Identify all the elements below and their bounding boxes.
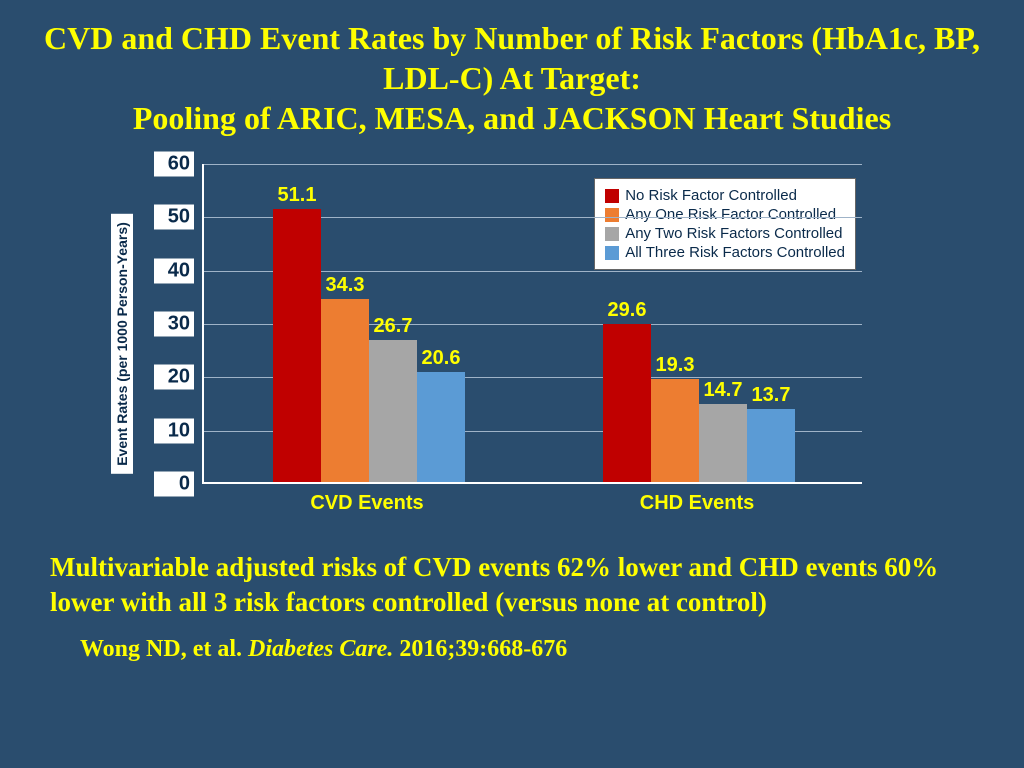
y-axis-label: Event Rates (per 1000 Person-Years): [111, 214, 133, 474]
legend-label: Any One Risk Factor Controlled: [625, 206, 836, 223]
bar-value-label: 26.7: [374, 315, 413, 338]
bar-value-label: 34.3: [326, 274, 365, 297]
bar: 26.7: [369, 340, 417, 482]
legend-swatch: [605, 208, 619, 222]
bar-value-label: 20.6: [422, 347, 461, 370]
title-line-1: CVD and CHD Event Rates by Number of Ris…: [44, 20, 980, 96]
citation-ref: 2016;39:668-676: [399, 636, 567, 662]
bar-value-label: 51.1: [278, 184, 317, 207]
citation-author: Wong ND, et al.: [80, 636, 248, 662]
summary-text: Multivariable adjusted risks of CVD even…: [0, 534, 1024, 620]
gridline: [204, 164, 862, 165]
legend-label: All Three Risk Factors Controlled: [625, 244, 845, 261]
bar-value-label: 29.6: [608, 299, 647, 322]
bar-value-label: 14.7: [704, 379, 743, 402]
legend-item: Any Two Risk Factors Controlled: [605, 225, 845, 242]
bar-value-label: 19.3: [656, 354, 695, 377]
legend-swatch: [605, 189, 619, 203]
citation: Wong ND, et al. Diabetes Care. 2016;39:6…: [0, 620, 1024, 663]
legend-swatch: [605, 246, 619, 260]
slide-title: CVD and CHD Event Rates by Number of Ris…: [0, 0, 1024, 146]
category-label: CVD Events: [257, 492, 477, 515]
y-tick: 60: [154, 152, 194, 177]
legend-label: No Risk Factor Controlled: [625, 187, 797, 204]
y-tick: 0: [154, 472, 194, 497]
legend-swatch: [605, 227, 619, 241]
citation-journal: Diabetes Care.: [248, 636, 399, 662]
legend-item: All Three Risk Factors Controlled: [605, 244, 845, 261]
plot-area: No Risk Factor Controlled Any One Risk Fa…: [202, 164, 862, 484]
legend-item: Any One Risk Factor Controlled: [605, 206, 845, 223]
bar: 20.6: [417, 372, 465, 482]
y-tick: 20: [154, 365, 194, 390]
bar: 13.7: [747, 409, 795, 482]
legend: No Risk Factor Controlled Any One Risk Fa…: [594, 178, 856, 270]
bar: 14.7: [699, 404, 747, 482]
bar: 29.6: [603, 324, 651, 482]
bar-chart: Event Rates (per 1000 Person-Years) No R…: [132, 154, 892, 534]
y-tick: 30: [154, 312, 194, 337]
title-line-2: Pooling of ARIC, MESA, and JACKSON Heart…: [133, 100, 891, 136]
y-tick: 50: [154, 205, 194, 230]
legend-label: Any Two Risk Factors Controlled: [625, 225, 842, 242]
y-tick: 40: [154, 258, 194, 283]
bar-value-label: 13.7: [752, 384, 791, 407]
y-tick: 10: [154, 418, 194, 443]
legend-item: No Risk Factor Controlled: [605, 187, 845, 204]
bar: 51.1: [273, 209, 321, 482]
bar: 19.3: [651, 379, 699, 482]
category-label: CHD Events: [587, 492, 807, 515]
bar: 34.3: [321, 299, 369, 482]
